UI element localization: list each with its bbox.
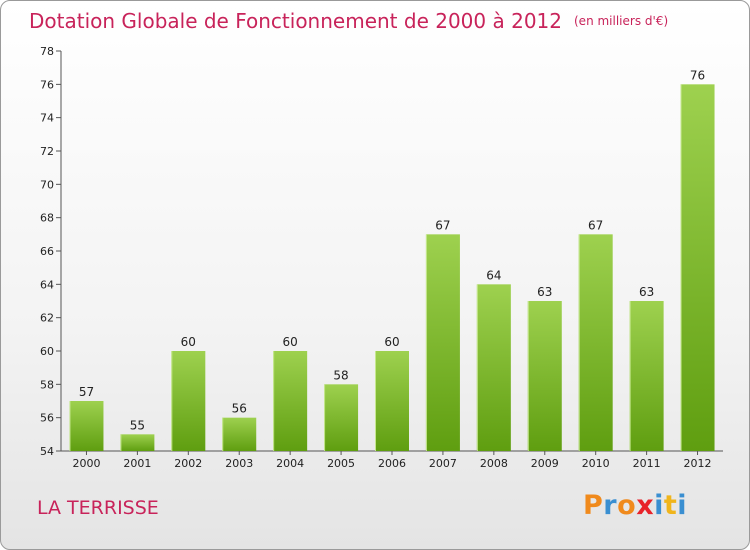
bar-2007 (425, 234, 460, 451)
y-tick-label: 62 (40, 312, 54, 325)
bar-2000 (69, 401, 104, 451)
y-tick-label: 76 (40, 78, 54, 91)
y-tick-label: 60 (40, 345, 54, 358)
bar-2002 (171, 351, 206, 451)
proxiti-logo[interactable]: Proxiti (583, 490, 687, 521)
y-tick-label: 68 (40, 212, 54, 225)
commune-name: LA TERRISSE (37, 497, 159, 519)
y-tick-label: 64 (40, 278, 54, 291)
bar-2009 (527, 301, 562, 451)
bar-2010 (578, 234, 613, 451)
x-tick-label-2000: 2000 (72, 457, 100, 470)
x-tick-label-2007: 2007 (429, 457, 457, 470)
bar-2001 (120, 434, 155, 451)
chart-labels: 57 55 60 56 60 58 60 67 64 63 67 63 76 (79, 68, 705, 432)
x-tick-label-2006: 2006 (378, 457, 406, 470)
x-tick-label-2010: 2010 (582, 457, 610, 470)
logo-letter: x (636, 490, 655, 521)
x-tick-label-2004: 2004 (276, 457, 304, 470)
y-tick-label: 72 (40, 145, 54, 158)
x-tick-label-2001: 2001 (123, 457, 151, 470)
chart-title: Dotation Globale de Fonctionnement de 20… (29, 9, 668, 33)
data-label-2002: 60 (181, 335, 196, 349)
logo-letter: o (617, 490, 637, 521)
data-label-2011: 63 (639, 285, 654, 299)
bar-2005 (324, 384, 359, 451)
data-label-2007: 67 (435, 218, 450, 232)
data-label-2004: 60 (283, 335, 298, 349)
chart-title-text: Dotation Globale de Fonctionnement de 20… (29, 9, 562, 33)
logo-letter: t (663, 490, 678, 521)
y-tick-label: 70 (40, 178, 54, 191)
chart-subtitle: (en milliers d'€) (574, 14, 669, 28)
data-label-2009: 63 (537, 285, 552, 299)
chart-axes: 54 56 58 60 62 64 66 68 70 72 74 76 78 2000 2001 2002 20… (40, 45, 723, 470)
x-tick-label-2011: 2011 (633, 457, 661, 470)
x-tick-label-2005: 2005 (327, 457, 355, 470)
logo-letter: P (583, 490, 604, 521)
y-tick-label: 66 (40, 245, 54, 258)
x-tick-label-2008: 2008 (480, 457, 508, 470)
data-label-2008: 64 (486, 268, 501, 282)
data-label-2001: 55 (130, 418, 145, 432)
bar-2003 (222, 417, 257, 451)
x-tick-label-2009: 2009 (531, 457, 559, 470)
logo-letter: i (654, 490, 664, 521)
data-label-2000: 57 (79, 385, 94, 399)
bar-2012 (680, 84, 715, 451)
data-label-2005: 58 (333, 368, 348, 382)
y-tick-label: 56 (40, 412, 54, 425)
data-label-2006: 60 (384, 335, 399, 349)
bar-2004 (273, 351, 308, 451)
bar-2008 (476, 284, 511, 451)
y-tick-label: 78 (40, 45, 54, 58)
data-label-2010: 67 (588, 218, 603, 232)
data-label-2012: 76 (690, 68, 705, 82)
logo-letter: i (677, 490, 688, 521)
x-tick-label-2003: 2003 (225, 457, 253, 470)
x-tick-label-2012: 2012 (684, 457, 712, 470)
chart-bars (69, 84, 715, 451)
y-tick-label: 54 (40, 445, 54, 458)
logo-letter: r (603, 490, 618, 521)
x-tick-label-2002: 2002 (174, 457, 202, 470)
bar-2011 (629, 301, 664, 451)
bar-2006 (375, 351, 409, 451)
data-label-2003: 56 (232, 402, 247, 416)
y-tick-label: 58 (40, 378, 54, 391)
y-tick-label: 74 (40, 112, 54, 125)
